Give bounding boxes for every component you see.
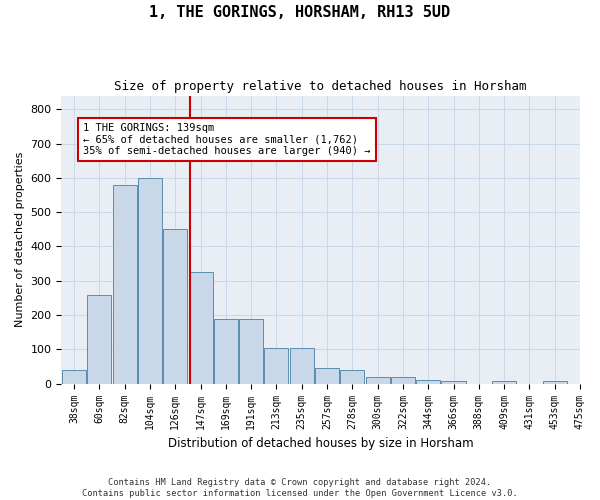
Bar — [365, 377, 389, 384]
Bar — [138, 178, 162, 384]
Bar — [62, 370, 86, 384]
Bar — [290, 348, 314, 384]
Title: Size of property relative to detached houses in Horsham: Size of property relative to detached ho… — [115, 80, 527, 93]
Y-axis label: Number of detached properties: Number of detached properties — [15, 152, 25, 328]
Bar — [416, 380, 440, 384]
Bar — [163, 230, 187, 384]
Bar — [214, 318, 238, 384]
Bar — [113, 184, 137, 384]
Text: 1, THE GORINGS, HORSHAM, RH13 5UD: 1, THE GORINGS, HORSHAM, RH13 5UD — [149, 5, 451, 20]
Text: 1 THE GORINGS: 139sqm
← 65% of detached houses are smaller (1,762)
35% of semi-d: 1 THE GORINGS: 139sqm ← 65% of detached … — [83, 123, 370, 156]
Bar — [315, 368, 339, 384]
Bar — [542, 381, 567, 384]
Bar — [265, 348, 289, 384]
Bar — [88, 294, 112, 384]
Bar — [442, 381, 466, 384]
Bar — [492, 381, 516, 384]
Bar — [391, 377, 415, 384]
Bar — [340, 370, 364, 384]
X-axis label: Distribution of detached houses by size in Horsham: Distribution of detached houses by size … — [168, 437, 473, 450]
Bar — [239, 318, 263, 384]
Bar — [188, 272, 212, 384]
Text: Contains HM Land Registry data © Crown copyright and database right 2024.
Contai: Contains HM Land Registry data © Crown c… — [82, 478, 518, 498]
